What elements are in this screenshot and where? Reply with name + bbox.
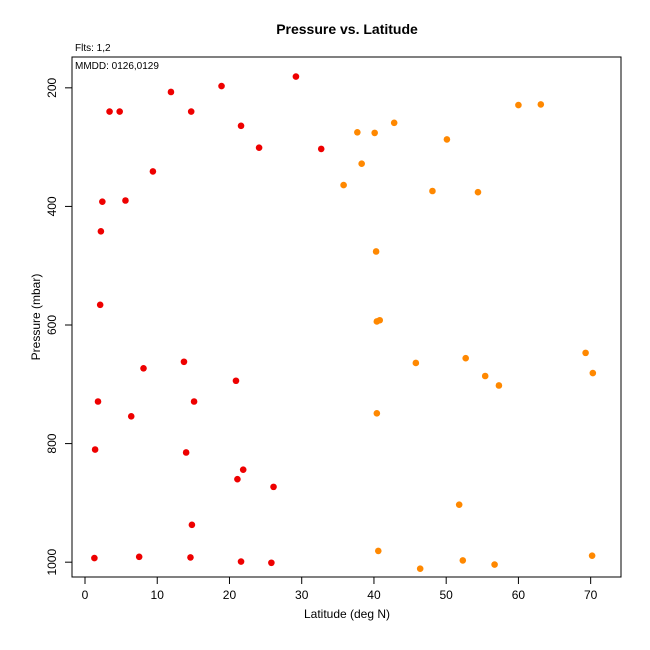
x-tick-label: 20 xyxy=(223,588,237,602)
data-point-series-1 xyxy=(91,554,98,562)
data-point-series-1 xyxy=(94,398,102,405)
data-point-series-1 xyxy=(149,168,157,175)
data-point-series-1 xyxy=(188,521,196,529)
data-point-series-2 xyxy=(495,382,503,389)
data-point-series-1 xyxy=(167,88,175,96)
data-point-series-2 xyxy=(340,181,347,189)
data-point-series-1 xyxy=(270,483,277,491)
x-tick-label: 70 xyxy=(584,588,598,602)
data-point-series-1 xyxy=(99,198,106,205)
data-point-series-2 xyxy=(491,561,498,568)
data-point-series-2 xyxy=(481,372,489,380)
data-point-series-2 xyxy=(358,160,365,168)
data-point-series-2 xyxy=(515,101,522,109)
y-tick-label: 200 xyxy=(45,78,59,98)
y-tick-label: 400 xyxy=(45,196,59,216)
x-axis: 0 10 20 30 40 50 60 70 xyxy=(82,576,598,602)
y-tick-label: 600 xyxy=(45,315,59,335)
data-point-series-1 xyxy=(180,358,188,366)
x-tick-label: 60 xyxy=(512,588,526,602)
data-point-series-1 xyxy=(91,446,99,453)
x-tick-label: 10 xyxy=(151,588,165,602)
data-point-series-2 xyxy=(412,359,420,367)
date-annotation: MMDD: 0126,0129 xyxy=(75,61,159,72)
data-point-series-1 xyxy=(268,559,275,567)
data-point-series-2 xyxy=(455,501,463,508)
x-tick-label: 40 xyxy=(367,588,381,602)
data-point-series-1 xyxy=(317,145,325,153)
data-point-series-1 xyxy=(140,364,147,372)
data-point-series-1 xyxy=(239,466,247,473)
x-tick-label: 0 xyxy=(82,588,89,602)
data-point-series-2 xyxy=(589,369,597,377)
data-point-series-1 xyxy=(187,108,195,115)
data-point-series-2 xyxy=(462,354,469,362)
data-point-series-2 xyxy=(582,349,589,357)
data-point-series-1 xyxy=(116,108,123,115)
y-tick-label: 1000 xyxy=(45,549,59,576)
data-point-series-2 xyxy=(588,552,596,559)
data-point-series-2 xyxy=(354,129,361,136)
data-point-series-1 xyxy=(292,73,300,80)
data-point-series-2 xyxy=(537,101,545,108)
data-point-series-1 xyxy=(135,553,143,561)
y-axis-label: Pressure (mbar) xyxy=(29,274,43,361)
data-point-series-1 xyxy=(234,475,241,483)
data-point-series-1 xyxy=(237,558,245,565)
x-tick-label: 50 xyxy=(440,588,454,602)
y-axis: 200 400 600 800 1000 xyxy=(45,78,73,576)
data-point-series-2 xyxy=(429,187,436,195)
data-point-series-2 xyxy=(459,557,467,564)
x-tick-label: 30 xyxy=(295,588,309,602)
data-point-series-1 xyxy=(218,82,225,90)
data-point-series-1 xyxy=(182,449,190,456)
data-point-series-2 xyxy=(416,565,424,572)
chart-title: Pressure vs. Latitude xyxy=(276,21,418,37)
data-point-series-2 xyxy=(371,129,378,137)
data-point-series-1 xyxy=(232,377,240,385)
flights-annotation: Flts: 1,2 xyxy=(75,43,111,54)
data-point-series-1 xyxy=(106,108,113,115)
data-point-series-2 xyxy=(443,136,451,143)
data-point-series-2 xyxy=(373,410,381,417)
data-point-series-1 xyxy=(237,122,245,130)
data-point-series-2 xyxy=(372,248,380,255)
data-points xyxy=(91,73,597,572)
x-axis-label: Latitude (deg N) xyxy=(304,607,390,621)
data-point-series-2 xyxy=(474,188,482,196)
data-point-series-2 xyxy=(376,316,384,324)
plot-frame xyxy=(71,56,622,578)
data-point-series-1 xyxy=(127,413,135,420)
data-point-series-1 xyxy=(190,398,198,405)
data-point-series-1 xyxy=(122,197,129,204)
data-point-series-1 xyxy=(187,554,194,561)
y-tick-label: 800 xyxy=(45,433,59,453)
data-point-series-1 xyxy=(96,301,104,309)
data-point-series-2 xyxy=(390,119,398,127)
data-point-series-1 xyxy=(97,228,105,235)
data-point-series-1 xyxy=(255,144,263,152)
data-point-series-2 xyxy=(374,547,382,555)
